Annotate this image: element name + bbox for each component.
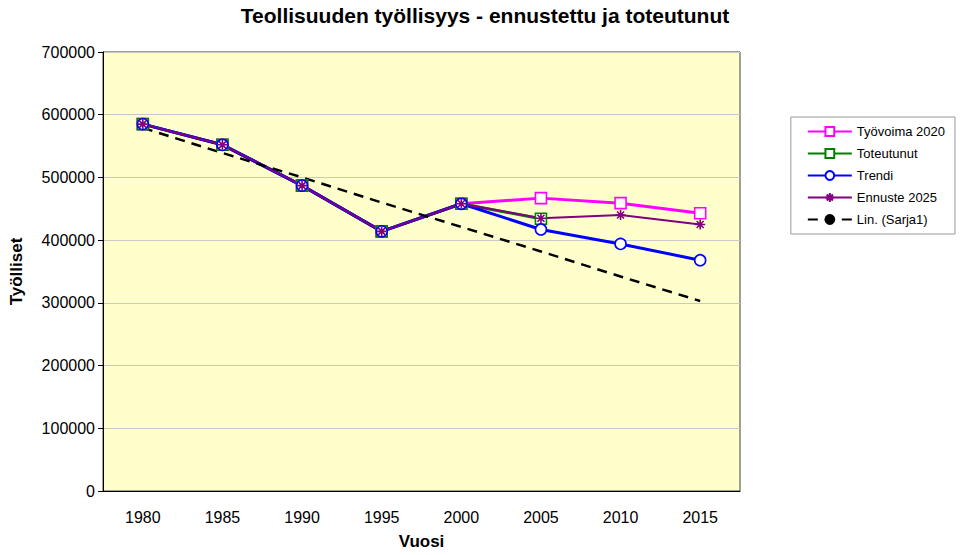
svg-text:1980: 1980 [125,509,161,526]
svg-text:Työlliset: Työlliset [7,237,26,305]
svg-text:300000: 300000 [42,294,95,311]
svg-text:1985: 1985 [205,509,241,526]
svg-text:1995: 1995 [364,509,400,526]
svg-text:600000: 600000 [42,106,95,123]
svg-text:2000: 2000 [444,509,480,526]
svg-text:Toteutunut: Toteutunut [857,146,918,161]
svg-text:Työvoima 2020: Työvoima 2020 [857,124,945,139]
svg-text:500000: 500000 [42,169,95,186]
svg-text:1990: 1990 [284,509,320,526]
svg-text:400000: 400000 [42,232,95,249]
svg-text:700000: 700000 [42,44,95,61]
svg-text:2005: 2005 [523,509,559,526]
svg-text:100000: 100000 [42,420,95,437]
svg-text:Teollisuuden työllisyys - ennu: Teollisuuden työllisyys - ennustettu ja … [241,4,729,27]
svg-text:Lin. (Sarja1): Lin. (Sarja1) [857,212,928,227]
svg-text:Vuosi: Vuosi [399,532,445,551]
svg-text:0: 0 [86,483,95,500]
svg-text:2015: 2015 [682,509,718,526]
svg-text:2010: 2010 [603,509,639,526]
svg-text:Trendi: Trendi [857,168,893,183]
svg-text:Ennuste 2025: Ennuste 2025 [857,190,937,205]
svg-text:200000: 200000 [42,357,95,374]
